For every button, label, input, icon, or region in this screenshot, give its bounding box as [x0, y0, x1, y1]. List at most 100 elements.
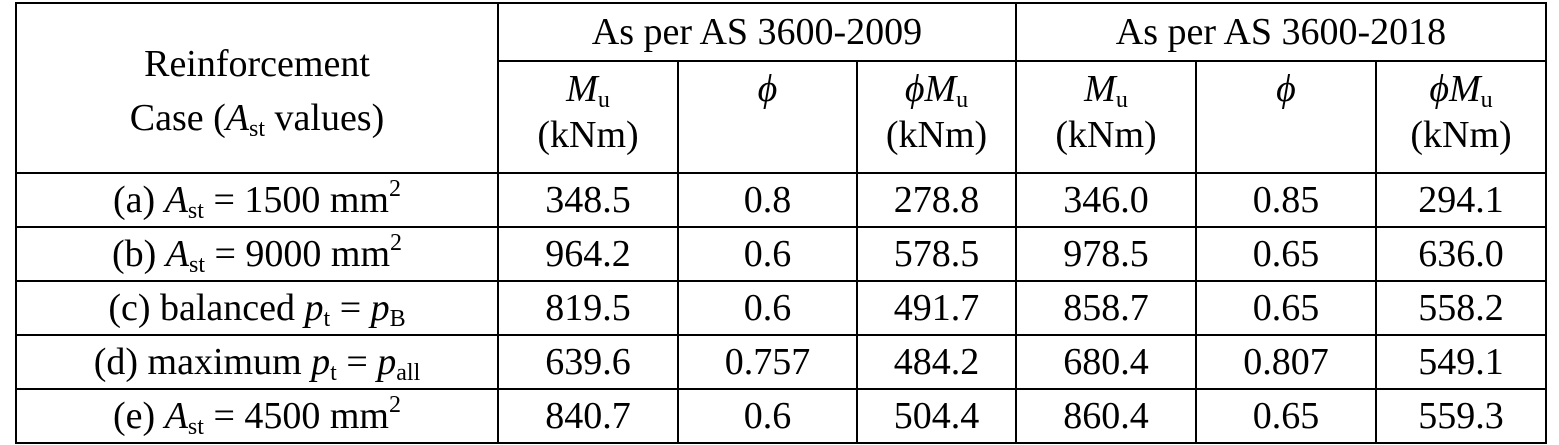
text-run: t — [330, 360, 337, 386]
text-line: ϕ — [1201, 66, 1371, 112]
value-cell: 549.1 — [1375, 334, 1547, 390]
text-run: ϕM — [1429, 68, 1481, 110]
value-cell: 0.757 — [677, 334, 858, 390]
text-line: (kNm) — [1021, 112, 1191, 158]
value-cell: 858.7 — [1015, 280, 1197, 336]
text-run: (d) maximum — [93, 341, 312, 383]
value-cell: 348.5 — [497, 172, 679, 228]
value-cell: 636.0 — [1375, 226, 1547, 282]
text-run: u — [597, 87, 610, 113]
text-run: = 9000 mm — [205, 233, 391, 275]
value-cell: 484.2 — [856, 334, 1017, 390]
text-line: ϕMu — [862, 66, 1011, 112]
value-cell: 860.4 — [1015, 388, 1197, 444]
text-run: p — [311, 341, 331, 383]
value-cell: 0.6 — [677, 226, 858, 282]
text-line: (kNm) — [862, 112, 1011, 158]
value-cell: 346.0 — [1015, 172, 1197, 228]
value-cell: 559.3 — [1375, 388, 1547, 444]
text-run: 2 — [388, 392, 401, 418]
text-run: (kNm) — [537, 114, 639, 156]
text-run: st — [187, 198, 204, 224]
header-row: Mu (kNm) ϕ ϕMu (kNm) Mu (kNm) ϕ ϕMu (kNm) — [16, 60, 1547, 174]
case-cell: (e) Ast = 4500 mm2 — [15, 388, 499, 444]
text-run: = 4500 mm — [203, 395, 389, 437]
value-cell: 0.65 — [1195, 388, 1377, 444]
text-line: ϕMu — [1381, 66, 1541, 112]
text-run: = 1500 mm — [203, 179, 389, 221]
value-cell: 278.8 — [856, 172, 1017, 228]
text-run: u — [1115, 87, 1128, 113]
group-header: As per AS 3600-2018 — [1015, 2, 1547, 62]
text-run: p — [304, 287, 324, 329]
value-cell: 0.65 — [1195, 226, 1377, 282]
text-run: Reinforcement — [144, 43, 370, 85]
value-cell: 0.807 — [1195, 334, 1377, 390]
text-run: A — [225, 97, 249, 139]
value-cell: 680.4 — [1015, 334, 1197, 390]
value-cell: 840.7 — [497, 388, 679, 444]
value-cell: 639.6 — [497, 334, 679, 390]
column-header: ϕMu (kNm) — [856, 60, 1017, 174]
column-header: Mu (kNm) — [1015, 60, 1197, 174]
column-header: Mu (kNm) — [497, 60, 679, 174]
text-run: (kNm) — [1055, 114, 1157, 156]
case-cell: (d) maximum pt = pall — [15, 334, 499, 390]
text-line: Mu — [1021, 66, 1191, 112]
text-run: = — [330, 287, 371, 329]
text-run: ϕ — [1276, 68, 1296, 110]
header-row: Reinforcement Case (Ast values) As per AS … — [15, 2, 1547, 174]
text-line: (kNm) — [1381, 112, 1541, 158]
text-run: B — [389, 306, 406, 332]
text-run: t — [323, 306, 331, 332]
column-header: ϕ — [1195, 60, 1377, 174]
group-header: As per AS 3600-2009 — [497, 2, 1017, 62]
value-cell: 578.5 — [856, 226, 1017, 282]
text-run: 2 — [390, 230, 403, 256]
data-row: (e) Ast = 4500 mm2 840.7 0.6 504.4 860.4 0.65… — [15, 388, 1547, 444]
text-run: st — [187, 414, 204, 440]
value-cell: 0.6 — [677, 280, 858, 336]
data-row: (a) Ast = 1500 mm2 348.5 0.8 278.8 346.0 0.85… — [15, 172, 1547, 228]
data-row: (c) balanced pt = pB 819.5 0.6 491.7 858.7 0.… — [15, 280, 1547, 336]
text-run: ϕM — [904, 68, 957, 110]
text-run: (kNm) — [885, 114, 988, 156]
value-cell: 964.2 — [497, 226, 679, 282]
value-cell: 504.4 — [856, 388, 1017, 444]
column-header: ϕ — [677, 60, 858, 174]
table-wrap: Reinforcement Case (Ast values) As per AS … — [15, 2, 1547, 444]
text-run: st — [249, 116, 266, 142]
text-run: p — [370, 287, 390, 329]
value-cell: 0.8 — [677, 172, 858, 228]
text-run: M — [1084, 68, 1116, 110]
text-run: (c) balanced — [108, 287, 305, 329]
text-line: ϕ — [683, 66, 852, 112]
text-run: A — [164, 179, 188, 221]
value-cell: 558.2 — [1375, 280, 1547, 336]
text-run: ϕ — [757, 68, 778, 110]
text-run: (kNm) — [1410, 114, 1512, 156]
text-run: (e) — [113, 395, 165, 437]
value-cell: 0.65 — [1195, 280, 1377, 336]
case-cell: (c) balanced pt = pB — [15, 280, 499, 336]
value-cell: 978.5 — [1015, 226, 1197, 282]
value-cell: 294.1 — [1375, 172, 1547, 228]
value-cell: 0.6 — [677, 388, 858, 444]
text-line: (kNm) — [503, 112, 673, 158]
results-table: Reinforcement Case (Ast values) As per AS … — [15, 2, 1547, 444]
value-cell: 491.7 — [856, 280, 1017, 336]
text-run: st — [188, 252, 205, 278]
text-line: Case (Ast values) — [21, 91, 493, 145]
text-run: values) — [265, 97, 385, 139]
value-cell: 0.85 — [1195, 172, 1377, 228]
text-run: M — [566, 68, 598, 110]
text-run: all — [396, 360, 421, 386]
text-run: = — [336, 341, 378, 383]
data-row: (b) Ast = 9000 mm2 964.2 0.6 578.5 978.5 0.65… — [15, 226, 1547, 282]
text-run: (a) — [113, 179, 165, 221]
text-run: A — [164, 395, 188, 437]
text-run: (b) — [111, 233, 166, 275]
text-line: Mu — [503, 66, 673, 112]
text-run: A — [165, 233, 189, 275]
